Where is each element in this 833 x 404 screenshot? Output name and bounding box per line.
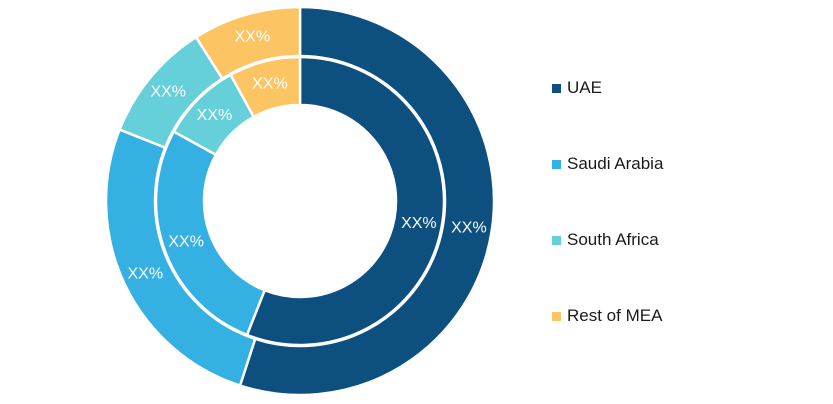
slice-labels: XX% XX% XX% XX% XX% XX% XX% XX%: [127, 28, 486, 282]
outer-label-saudi-arabia: XX%: [127, 265, 163, 282]
outer-label-rest-of-mea: XX%: [235, 28, 271, 45]
inner-slice-rest-of-mea: [228, 55, 302, 119]
outer-label-south-africa: XX%: [150, 84, 186, 101]
outer-label-uae: XX%: [451, 219, 487, 236]
legend-swatch-saudi-arabia: [552, 159, 561, 169]
legend-swatch-uae: [552, 83, 561, 93]
inner-label-uae: XX%: [401, 215, 437, 232]
inner-slice-saudi-arabia: [154, 129, 267, 337]
legend-label-rest-of-mea: Rest of MEA: [567, 306, 663, 325]
legend-item-uae: UAE: [552, 78, 602, 98]
inner-label-south-africa: XX%: [197, 107, 233, 124]
inner-ring: [154, 55, 446, 347]
legend-label-south-africa: South Africa: [567, 230, 659, 249]
legend-item-south-africa: South Africa: [552, 230, 659, 250]
legend-label-saudi-arabia: Saudi Arabia: [567, 154, 664, 173]
legend-label-uae: UAE: [567, 78, 602, 97]
legend-item-rest-of-mea: Rest of MEA: [552, 306, 662, 326]
inner-label-rest-of-mea: XX%: [252, 75, 288, 92]
legend-item-saudi-arabia: Saudi Arabia: [552, 154, 663, 174]
legend-swatch-rest-of-mea: [552, 311, 561, 321]
inner-label-saudi-arabia: XX%: [168, 233, 204, 250]
legend-swatch-south-africa: [552, 235, 561, 245]
inner-slice-uae: [245, 55, 446, 347]
